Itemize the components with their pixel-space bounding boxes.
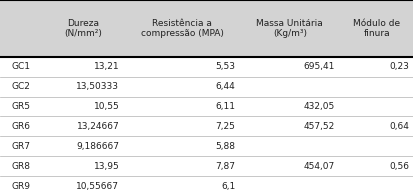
Text: Dureza
(N/mm²): Dureza (N/mm²) [64, 19, 102, 38]
Text: 5,88: 5,88 [215, 142, 235, 151]
Text: 432,05: 432,05 [303, 102, 334, 111]
Text: GC2: GC2 [11, 82, 30, 91]
Bar [0, 77, 413, 97]
Text: 10,55: 10,55 [93, 102, 119, 111]
Text: 9,186667: 9,186667 [76, 142, 119, 151]
Text: 454,07: 454,07 [303, 162, 334, 171]
Bar [0, 136, 413, 156]
Text: 13,95: 13,95 [93, 162, 119, 171]
Text: GR7: GR7 [11, 142, 30, 151]
Text: GC1: GC1 [11, 62, 30, 71]
Text: 13,21: 13,21 [93, 62, 119, 71]
Bar [0, 97, 413, 116]
Text: 5,53: 5,53 [215, 62, 235, 71]
Text: 7,25: 7,25 [215, 122, 235, 131]
Text: GR8: GR8 [11, 162, 30, 171]
Text: 6,11: 6,11 [215, 102, 235, 111]
Text: 6,1: 6,1 [221, 181, 235, 191]
Text: 0,64: 0,64 [388, 122, 408, 131]
Bar [0, 116, 413, 136]
Bar [0, 156, 413, 176]
Text: 13,50333: 13,50333 [76, 82, 119, 91]
Text: 0,56: 0,56 [388, 162, 408, 171]
Text: 13,24667: 13,24667 [76, 122, 119, 131]
Text: 7,87: 7,87 [215, 162, 235, 171]
Bar [0, 0, 413, 57]
Text: Módulo de
finura: Módulo de finura [352, 19, 399, 38]
Text: 457,52: 457,52 [303, 122, 334, 131]
Text: 695,41: 695,41 [302, 62, 334, 71]
Text: GR5: GR5 [11, 102, 30, 111]
Text: 10,55667: 10,55667 [76, 181, 119, 191]
Bar [0, 176, 413, 196]
Bar [0, 57, 413, 77]
Text: GR9: GR9 [11, 181, 30, 191]
Text: Massa Unitária
(Kg/m³): Massa Unitária (Kg/m³) [256, 19, 323, 38]
Text: 6,44: 6,44 [215, 82, 235, 91]
Text: 0,23: 0,23 [388, 62, 408, 71]
Text: GR6: GR6 [11, 122, 30, 131]
Text: Resistência a
compressão (MPA): Resistência a compressão (MPA) [140, 19, 223, 38]
